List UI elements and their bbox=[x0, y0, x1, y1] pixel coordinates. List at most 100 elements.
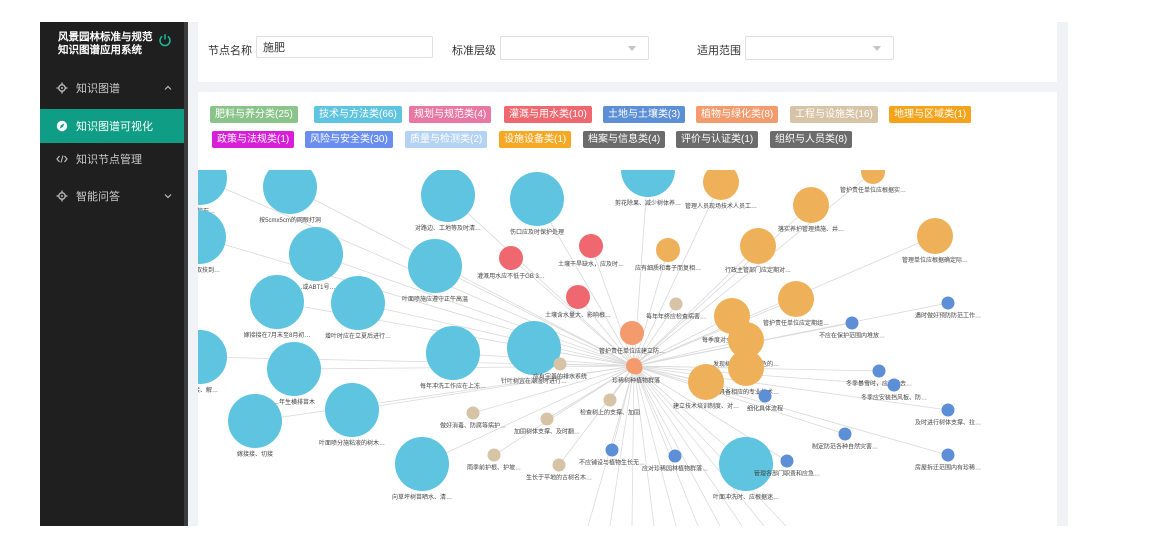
category-tag[interactable]: 政策与法规类(1) bbox=[212, 131, 295, 148]
graph-node-circle[interactable] bbox=[703, 170, 739, 200]
category-tag[interactable]: 灌溉与用水类(10) bbox=[504, 106, 592, 123]
graph-node[interactable]: 及时进行树体支撑、拉… bbox=[915, 403, 981, 427]
category-tag[interactable]: 评价与认证类(1) bbox=[676, 131, 759, 148]
graph-node-circle[interactable] bbox=[669, 297, 683, 311]
category-tag[interactable]: 风险与安全类(30) bbox=[305, 131, 393, 148]
graph-node-circle[interactable] bbox=[421, 170, 475, 222]
graph-node-circle[interactable] bbox=[728, 350, 764, 386]
graph-node[interactable]: 房屋拆迁范围内有珍稀… bbox=[915, 448, 981, 472]
graph-node-circle[interactable] bbox=[845, 316, 859, 330]
graph-node[interactable]: 制定防范各种自然灾害… bbox=[812, 427, 878, 451]
graph-node[interactable]: 不应铺设与植物生长无… bbox=[579, 443, 645, 467]
category-tag[interactable]: 土地与土壤类(3) bbox=[603, 106, 686, 123]
graph-node-circle[interactable] bbox=[510, 172, 564, 226]
graph-node[interactable]: 每年年终应检查病害… bbox=[646, 297, 706, 321]
sidebar-item-smart-qa[interactable]: 智能问答 bbox=[40, 179, 184, 213]
graph-node[interactable]: 伤口应及时保护处理 bbox=[510, 172, 564, 236]
graph-node[interactable]: 冬季暴雪时，应及时去… bbox=[846, 364, 912, 388]
graph-node-circle[interactable] bbox=[872, 364, 886, 378]
graph-node[interactable]: 每年冲洗工作应在上冻… bbox=[420, 326, 486, 390]
graph-node[interactable]: …应采取技到… bbox=[198, 210, 226, 274]
graph-node[interactable]: 建立技术培训制度、对… bbox=[673, 364, 739, 410]
sidebar-item-knowledge-graph[interactable]: 知识图谱 bbox=[40, 71, 184, 105]
category-tag[interactable]: 工程与设施类(16) bbox=[790, 106, 878, 123]
graph-node[interactable]: 不应在保护范围内堆放… bbox=[819, 316, 885, 340]
graph-node[interactable]: …年生横排苗木 bbox=[267, 342, 321, 406]
graph-node[interactable]: 检查树上的支撑、加固 bbox=[580, 393, 640, 417]
graph-node-circle[interactable] bbox=[228, 394, 282, 448]
graph-node-circle[interactable] bbox=[838, 427, 852, 441]
scope-select[interactable] bbox=[745, 36, 894, 60]
graph-node[interactable]: …或ABT1号… bbox=[289, 227, 343, 291]
sidebar-item-node-management[interactable]: 知识节点管理 bbox=[40, 142, 184, 176]
sidebar-item-graph-visualization[interactable]: 知识图谱可视化 bbox=[40, 109, 184, 143]
graph-node[interactable]: 行政主管部门应定期对… bbox=[725, 228, 791, 274]
graph-node[interactable]: 管理人员现场技术人员工… bbox=[685, 170, 757, 210]
graph-node[interactable]: …补接、解… bbox=[198, 330, 227, 394]
graph-node-circle[interactable] bbox=[507, 321, 561, 375]
power-icon[interactable] bbox=[158, 33, 172, 47]
graph-node[interactable]: 管护责任单位应定期组… bbox=[763, 281, 829, 327]
graph-node[interactable]: 应对珍稀园林植物群落… bbox=[642, 449, 708, 473]
graph-node-circle[interactable] bbox=[941, 403, 955, 417]
graph-node-circle[interactable] bbox=[620, 321, 644, 345]
graph-node-circle[interactable] bbox=[740, 228, 776, 264]
graph-node[interactable]: 增叶时应在立夏后进行… bbox=[325, 276, 391, 340]
graph-node-circle[interactable] bbox=[579, 234, 603, 258]
graph-node[interactable]: 管理单位应根据确定际… bbox=[902, 218, 968, 264]
category-tag[interactable]: 档案与信息类(4) bbox=[583, 131, 666, 148]
graph-node-circle[interactable] bbox=[668, 449, 682, 463]
graph-node[interactable]: 管理各部门职责和应急… bbox=[754, 454, 820, 478]
graph-node[interactable]: 土壤干旱缺水，应及时… bbox=[558, 234, 624, 268]
graph-node[interactable]: 剪花除果、减少树体养… bbox=[615, 170, 681, 207]
graph-node-circle[interactable] bbox=[331, 276, 385, 330]
graph-node-circle[interactable] bbox=[861, 170, 885, 184]
category-tag[interactable]: 地理与区域类(1) bbox=[889, 106, 972, 123]
graph-node-circle[interactable] bbox=[719, 437, 773, 491]
category-tag[interactable]: 质量与检测类(2) bbox=[405, 131, 488, 148]
graph-node[interactable]: 遇时做好预防防范工作… bbox=[915, 296, 981, 320]
graph-node[interactable]: 对路边、工地等及时清… bbox=[415, 170, 481, 232]
graph-node-circle[interactable] bbox=[941, 296, 955, 310]
graph-node-circle[interactable] bbox=[552, 458, 566, 472]
graph-node[interactable]: 冬季应安装挡风板、防… bbox=[861, 378, 927, 402]
graph-node-circle[interactable] bbox=[887, 378, 901, 392]
category-tag[interactable]: 肥料与养分类(25) bbox=[210, 106, 298, 123]
graph-node[interactable]: 按5cmx5cm的网眼打洞 bbox=[259, 170, 321, 224]
category-tag[interactable]: 规划与规范类(4) bbox=[409, 106, 492, 123]
category-tag[interactable]: 设施设备类(1) bbox=[499, 131, 572, 148]
graph-node-circle[interactable] bbox=[289, 227, 343, 281]
graph-node[interactable]: 针叶树宜在潮湿时进行… bbox=[501, 321, 567, 385]
graph-node[interactable]: 土壤含水量大、影响根… bbox=[545, 285, 611, 319]
graph-node-circle[interactable] bbox=[263, 170, 317, 214]
graph-node-circle[interactable] bbox=[198, 330, 227, 384]
graph-node[interactable]: 嫁接接、切接 bbox=[228, 394, 282, 458]
graph-node-circle[interactable] bbox=[941, 448, 955, 462]
category-tag[interactable]: 组织与人员类(8) bbox=[770, 131, 853, 148]
graph-node[interactable]: 管护责任单位应建立防… bbox=[599, 321, 665, 355]
graph-node[interactable]: 应具备相应的专业技术… bbox=[713, 350, 779, 396]
graph-node-circle[interactable] bbox=[605, 443, 619, 457]
graph-node[interactable]: 管护责任单位应根据实… bbox=[840, 170, 906, 194]
graph-node-circle[interactable] bbox=[688, 364, 724, 400]
graph-node[interactable]: 嫁接接在7月末至8月初… bbox=[244, 275, 311, 339]
graph-node-circle[interactable] bbox=[487, 448, 501, 462]
category-tag[interactable]: 技术与方法类(66) bbox=[314, 106, 402, 123]
graph-node-circle[interactable] bbox=[395, 437, 449, 491]
graph-node[interactable]: 灌溉用水应不低于GB 3… bbox=[477, 246, 545, 280]
graph-node[interactable]: 剪、棕石… bbox=[198, 170, 227, 215]
graph-node[interactable]: 生长于平地的古树名木… bbox=[526, 458, 592, 482]
graph-node-circle[interactable] bbox=[553, 357, 567, 371]
graph-node[interactable]: 叶面喷施应遵守正午高温 bbox=[402, 239, 468, 303]
graph-node-circle[interactable] bbox=[408, 239, 462, 293]
graph-node[interactable]: 叶面冲洗时、应根据迷… bbox=[713, 437, 779, 501]
graph-node-circle[interactable] bbox=[426, 326, 480, 380]
graph-node-circle[interactable] bbox=[198, 170, 227, 205]
graph-node-circle[interactable] bbox=[793, 187, 829, 223]
graph-node-circle[interactable] bbox=[540, 412, 554, 426]
graph-node-circle[interactable] bbox=[499, 246, 523, 270]
knowledge-graph-canvas[interactable]: 剪、棕石… 按5cmx5cm的网眼打洞 对路边、工地等及时清… 伤口应及时保护处理 剪花… bbox=[198, 170, 1057, 526]
graph-node-circle[interactable] bbox=[758, 389, 772, 403]
graph-node[interactable]: 向草坪树苗晒水、清… bbox=[392, 437, 452, 501]
graph-node[interactable]: 应有完善的排水系统 bbox=[533, 357, 587, 381]
